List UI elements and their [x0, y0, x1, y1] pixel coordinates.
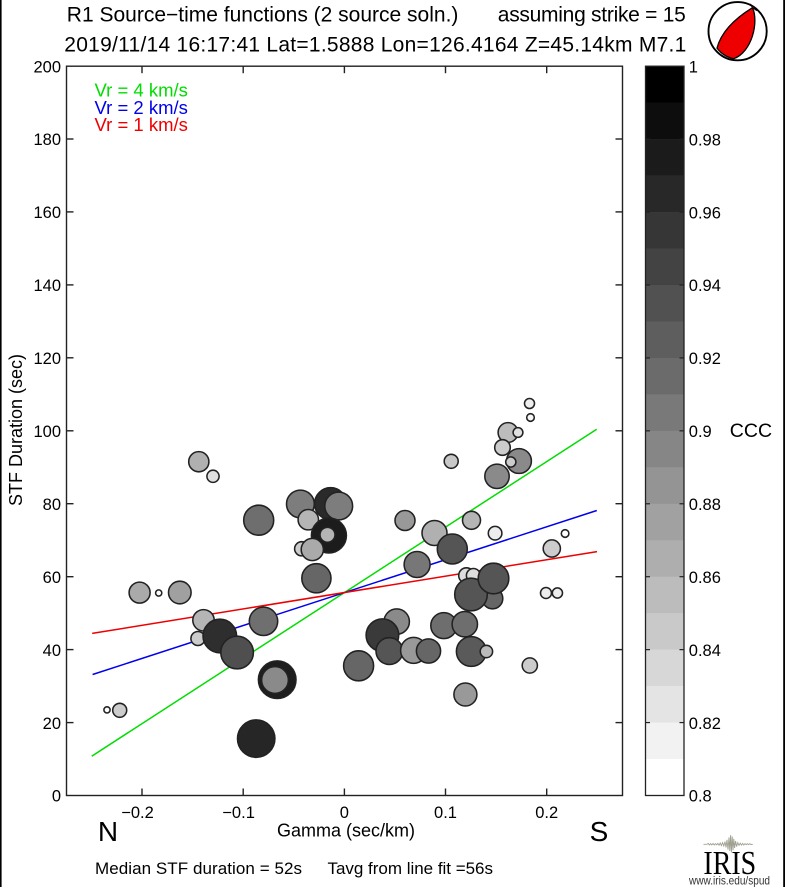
svg-text:N: N: [98, 816, 118, 847]
svg-text:www.iris.edu/spud: www.iris.edu/spud: [688, 874, 770, 888]
svg-text:0.86: 0.86: [689, 569, 721, 587]
svg-text:180: 180: [33, 131, 61, 149]
svg-text:140: 140: [33, 277, 61, 295]
svg-text:2019/11/14 16:17:41 Lat=1.588: 2019/11/14 16:17:41 Lat=1.5888 Lon=126.4…: [64, 34, 686, 57]
svg-text:60: 60: [43, 569, 61, 587]
svg-text:STF Duration (sec): STF Duration (sec): [6, 354, 26, 506]
svg-text:0.92: 0.92: [689, 350, 721, 368]
svg-text:Vr = 4 km/s: Vr = 4 km/s: [95, 80, 188, 101]
svg-text:0: 0: [52, 788, 61, 806]
svg-text:40: 40: [43, 642, 61, 660]
svg-text:0.1: 0.1: [434, 804, 457, 822]
svg-text:0.82: 0.82: [689, 715, 721, 733]
svg-text:−0.2: −0.2: [121, 804, 154, 822]
svg-text:0.94: 0.94: [689, 277, 721, 295]
svg-text:20: 20: [43, 715, 61, 733]
svg-text:0.88: 0.88: [689, 496, 721, 514]
svg-text:80: 80: [43, 496, 61, 514]
svg-text:S: S: [590, 816, 609, 847]
svg-text:0: 0: [340, 804, 349, 822]
svg-text:Vr = 2 km/s: Vr = 2 km/s: [95, 97, 188, 118]
svg-text:160: 160: [33, 204, 61, 222]
svg-text:0.8: 0.8: [689, 788, 712, 806]
svg-text:0.96: 0.96: [689, 204, 721, 222]
svg-text:0.2: 0.2: [535, 804, 558, 822]
svg-text:1: 1: [689, 58, 698, 76]
svg-text:−0.1: −0.1: [222, 804, 255, 822]
svg-text:0.9: 0.9: [689, 423, 712, 441]
svg-text:assuming strike = 15: assuming strike = 15: [498, 4, 686, 27]
svg-text:0.98: 0.98: [689, 131, 721, 149]
svg-text:200: 200: [33, 58, 61, 76]
svg-text:Median STF duration = 52s: Median STF duration = 52s: [95, 859, 302, 878]
svg-text:Gamma (sec/km): Gamma (sec/km): [277, 821, 415, 841]
svg-text:0.84: 0.84: [689, 642, 721, 660]
svg-text:Tavg from line fit =56s: Tavg from line fit =56s: [328, 859, 494, 878]
svg-text:IRIS: IRIS: [703, 845, 756, 882]
svg-text:100: 100: [33, 423, 61, 441]
svg-text:CCC: CCC: [730, 420, 772, 442]
svg-text:Vr = 1 km/s: Vr = 1 km/s: [95, 114, 188, 135]
svg-text:120: 120: [33, 350, 61, 368]
svg-text:R1 Source−time functions (2 so: R1 Source−time functions (2 source soln.…: [67, 4, 459, 27]
